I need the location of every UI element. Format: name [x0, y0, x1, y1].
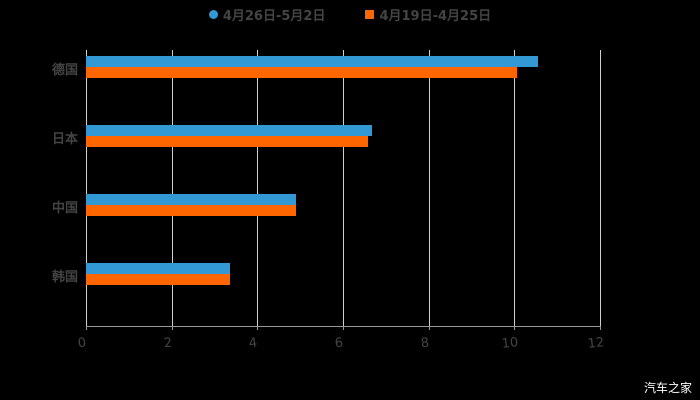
x-axis: [86, 326, 600, 327]
x-tick: [171, 326, 173, 330]
bar[interactable]: [86, 66, 517, 78]
x-tick-label: 8: [419, 335, 430, 352]
legend-item-series-2[interactable]: 4月19日-4月25日: [365, 5, 491, 24]
category-label: 韩国: [51, 269, 78, 285]
x-tick-label: 4: [248, 335, 259, 352]
x-tick: [343, 326, 344, 330]
x-tick: [257, 326, 259, 330]
x-tick-label: 10: [501, 335, 520, 352]
x-tick-label: 6: [334, 335, 344, 352]
legend: 4月26日-5月2日 4月19日-4月25日: [0, 5, 700, 24]
watermark: 汽车之家: [643, 381, 692, 395]
legend-label: 4月19日-4月25日: [379, 9, 492, 24]
gridline: [257, 50, 259, 326]
gridline: [514, 50, 516, 326]
legend-item-series-1[interactable]: 4月26日-5月2日: [208, 5, 326, 24]
bar[interactable]: [86, 55, 538, 67]
legend-label: 4月26日-5月2日: [222, 9, 326, 24]
x-tick: [600, 326, 601, 330]
x-tick: [514, 326, 516, 330]
gridline: [600, 50, 601, 326]
bar[interactable]: [86, 124, 373, 136]
x-tick-label: 12: [586, 335, 606, 352]
bar[interactable]: [86, 204, 296, 216]
bar[interactable]: [86, 135, 368, 147]
square-marker-icon: [365, 10, 375, 19]
x-tick: [86, 326, 87, 330]
x-tick-label: 2: [162, 335, 173, 352]
category-label: 日本: [51, 131, 78, 147]
bar[interactable]: [86, 273, 230, 285]
gridline: [428, 50, 430, 326]
gridline: [86, 50, 87, 326]
bar[interactable]: [86, 262, 230, 274]
category-label: 德国: [51, 62, 78, 78]
x-tick: [428, 326, 430, 330]
circle-marker-icon: [208, 10, 218, 19]
x-tick-label: 0: [77, 335, 87, 352]
category-label: 中国: [51, 200, 78, 216]
gridline: [171, 50, 173, 326]
gridline: [343, 50, 344, 326]
bar[interactable]: [86, 193, 296, 205]
